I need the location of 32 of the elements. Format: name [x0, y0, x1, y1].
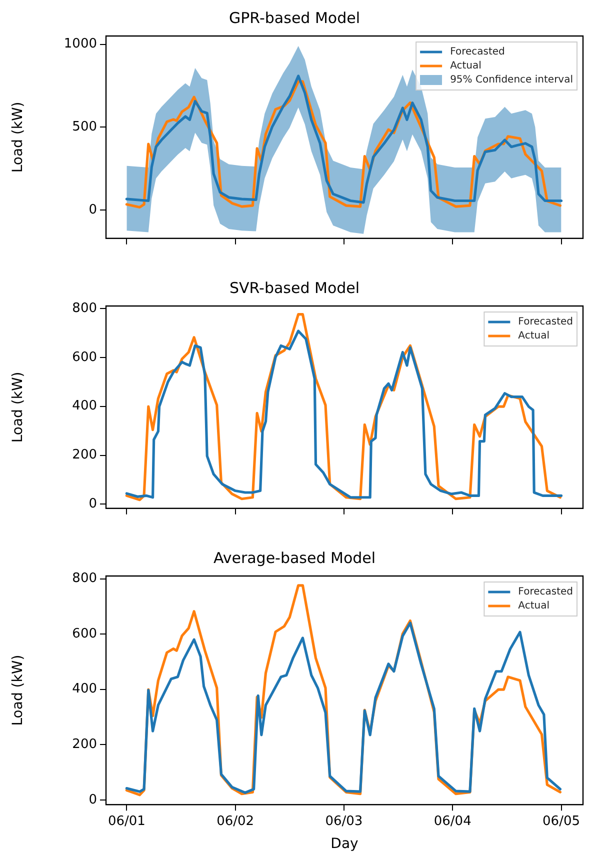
annotation: 95% Confidence interval	[450, 74, 574, 86]
chart-title: Average-based Model	[213, 548, 376, 567]
y-tick-label: 500	[72, 120, 97, 135]
x-tick-label: 06/02	[216, 814, 254, 829]
y-tick-label: 0	[88, 202, 97, 218]
x-tick-label: 06/04	[434, 814, 472, 829]
y-tick-label: 800	[72, 571, 97, 586]
y-tick-label: 800	[72, 300, 97, 316]
y-tick-label: 600	[72, 350, 97, 365]
y-tick-label: 400	[72, 398, 97, 414]
x-tick-label: 06/01	[108, 814, 146, 829]
y-tick-label: 1000	[64, 36, 97, 52]
y-axis-title: Load (kW)	[10, 102, 26, 173]
x-tick-label: 06/05	[542, 814, 580, 829]
x-axis-title: Day	[330, 836, 358, 852]
y-tick-label: 400	[72, 682, 97, 697]
legend-label: Forecasted	[450, 46, 505, 58]
legend-label: Actual	[518, 330, 550, 342]
legend-label: Forecasted	[518, 316, 574, 328]
y-tick-label: 200	[72, 448, 97, 463]
y-axis-title: Load (kW)	[10, 654, 26, 726]
chart-title: GPR-based Model	[229, 8, 360, 27]
y-tick-label: 600	[72, 626, 97, 642]
legend-label: Actual	[518, 600, 550, 612]
chart-title: SVR-based Model	[229, 278, 360, 297]
legend-label: Forecasted	[518, 586, 574, 598]
legend-label: Actual	[450, 60, 482, 72]
x-tick-label: 06/03	[325, 814, 363, 829]
y-tick-label: 200	[72, 736, 97, 752]
y-axis-title: Load (kW)	[10, 372, 26, 443]
y-tick-label: 0	[88, 496, 97, 512]
y-tick-label: 0	[88, 792, 97, 808]
